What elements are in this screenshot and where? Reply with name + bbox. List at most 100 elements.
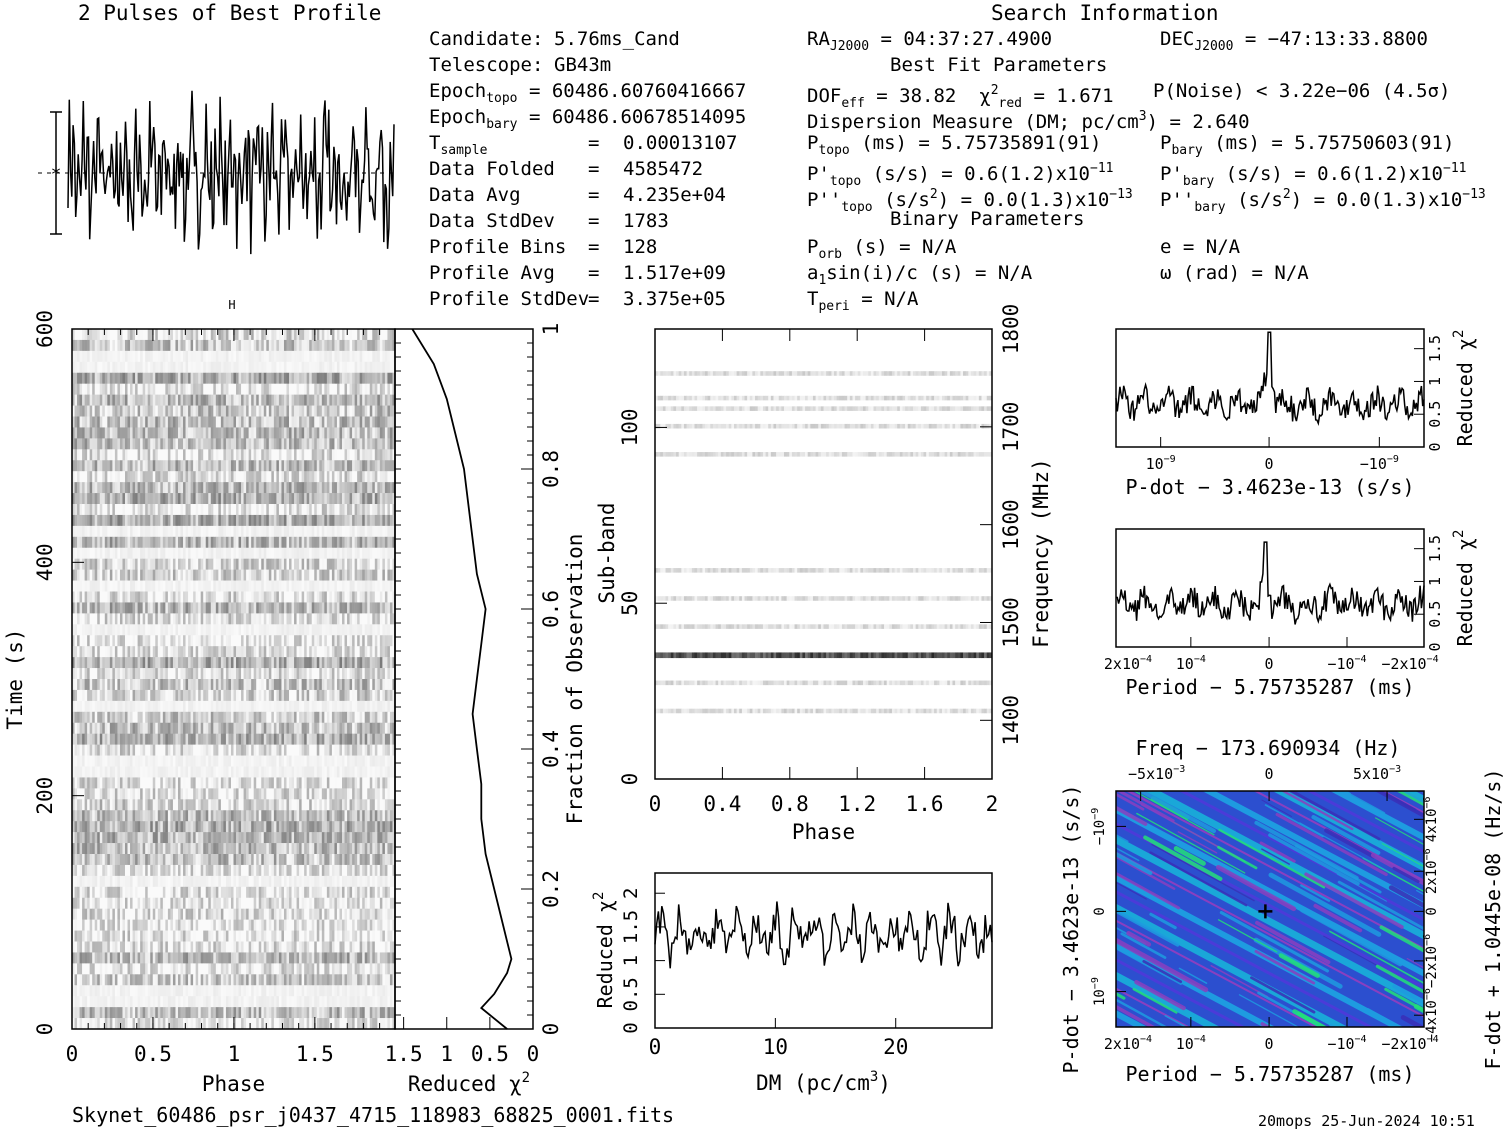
heat-cell bbox=[140, 646, 143, 658]
heat-cell bbox=[89, 383, 93, 395]
heat-cell bbox=[253, 722, 257, 734]
heat-cell bbox=[84, 394, 88, 406]
dof-row: DOFeff = 38.82 χ2red = 1.671 bbox=[807, 80, 1114, 115]
heat-cell bbox=[117, 689, 121, 702]
heat-cell bbox=[334, 525, 338, 538]
heat-cell bbox=[84, 339, 88, 352]
heat-cell bbox=[119, 383, 123, 395]
heat-cell bbox=[261, 460, 265, 472]
heat-cell bbox=[392, 624, 396, 636]
heat-cell bbox=[238, 602, 242, 614]
heat-cell bbox=[223, 438, 227, 450]
heat-cell bbox=[213, 504, 217, 516]
heat-cell bbox=[276, 438, 280, 450]
heat-cell bbox=[102, 668, 106, 680]
heat-cell bbox=[256, 700, 260, 713]
heat-cell bbox=[294, 394, 297, 406]
heat-cell bbox=[306, 482, 310, 494]
heat-cell bbox=[72, 339, 75, 352]
heat-cell bbox=[336, 602, 340, 614]
heat-cell bbox=[316, 635, 320, 647]
heat-cell bbox=[369, 460, 373, 472]
heat-cell bbox=[268, 700, 272, 713]
heat-cell bbox=[316, 547, 320, 559]
heat-cell bbox=[104, 547, 108, 559]
heat-cell bbox=[135, 569, 138, 581]
heat-cell bbox=[87, 624, 90, 636]
heat-cell bbox=[258, 438, 262, 450]
heat-cell bbox=[246, 514, 249, 527]
heat-cell bbox=[309, 493, 313, 505]
heat-cell bbox=[392, 711, 396, 724]
heat-cell bbox=[349, 471, 353, 483]
heat-cell bbox=[102, 700, 106, 713]
heat-cell bbox=[135, 547, 138, 559]
heat-cell bbox=[251, 514, 254, 527]
heat-cell bbox=[281, 383, 285, 395]
ra-row: RAJ2000 = 04:37:27.4900 bbox=[807, 28, 1052, 58]
heat-cell bbox=[238, 580, 242, 592]
heat-cell bbox=[122, 733, 126, 745]
heat-cell bbox=[79, 679, 83, 691]
heat-cell bbox=[248, 350, 252, 363]
heat-cell bbox=[243, 646, 247, 658]
heat-cell bbox=[200, 405, 204, 417]
heat-cell bbox=[175, 613, 179, 625]
heat-cell bbox=[228, 493, 232, 505]
heat-cell bbox=[94, 536, 98, 549]
heat-cell bbox=[122, 547, 126, 559]
heat-cell bbox=[291, 525, 295, 538]
heat-cell bbox=[286, 635, 290, 647]
heat-cell bbox=[220, 449, 224, 461]
heat-cell bbox=[384, 602, 388, 614]
heat-cell bbox=[89, 514, 93, 527]
heat-cell bbox=[92, 339, 96, 352]
heat-cell bbox=[271, 493, 275, 505]
heat-cell bbox=[155, 416, 159, 428]
heat-cell bbox=[193, 514, 196, 527]
heat-cell bbox=[177, 416, 181, 428]
heat-cell bbox=[215, 405, 219, 417]
heat-cell bbox=[301, 372, 305, 384]
heat-cell bbox=[266, 580, 270, 592]
heat-cell bbox=[364, 711, 368, 724]
heat-cell bbox=[157, 668, 161, 680]
heat-cell bbox=[188, 504, 191, 516]
heat-cell bbox=[367, 689, 371, 702]
heat-cell bbox=[74, 646, 78, 658]
heat-cell bbox=[162, 416, 166, 428]
heat-cell bbox=[119, 569, 123, 581]
heat-cell bbox=[183, 591, 186, 603]
heat-cell bbox=[140, 449, 143, 461]
heat-cell bbox=[99, 383, 103, 395]
heat-cell bbox=[324, 438, 328, 450]
heat-cell bbox=[281, 525, 285, 538]
heat-cell bbox=[104, 427, 108, 439]
heat-cell bbox=[183, 514, 186, 527]
heat-cell bbox=[147, 471, 151, 483]
heat-cell bbox=[314, 689, 318, 702]
tperi-row: Tperi = N/A bbox=[807, 288, 918, 318]
heat-cell bbox=[122, 668, 126, 680]
heat-cell bbox=[362, 427, 366, 439]
heat-cell bbox=[82, 504, 85, 516]
heat-cell bbox=[294, 689, 297, 702]
heat-cell bbox=[251, 438, 254, 450]
heat-cell bbox=[321, 525, 325, 538]
heat-cell bbox=[205, 679, 209, 691]
heat-cell bbox=[261, 372, 265, 384]
heat-cell bbox=[200, 733, 204, 745]
heat-cell bbox=[326, 416, 330, 428]
heat-cell bbox=[321, 689, 325, 702]
heat-cell bbox=[152, 350, 156, 363]
heat-cell bbox=[137, 482, 141, 494]
heat-cell bbox=[278, 635, 282, 647]
heat-cell bbox=[316, 558, 320, 570]
heat-cell bbox=[357, 525, 360, 538]
heat-cell bbox=[165, 405, 169, 417]
heat-cell bbox=[188, 514, 191, 527]
heat-cell bbox=[246, 700, 249, 713]
heat-cell bbox=[354, 679, 358, 691]
heat-cell bbox=[321, 460, 325, 472]
heat-cell bbox=[329, 657, 333, 669]
